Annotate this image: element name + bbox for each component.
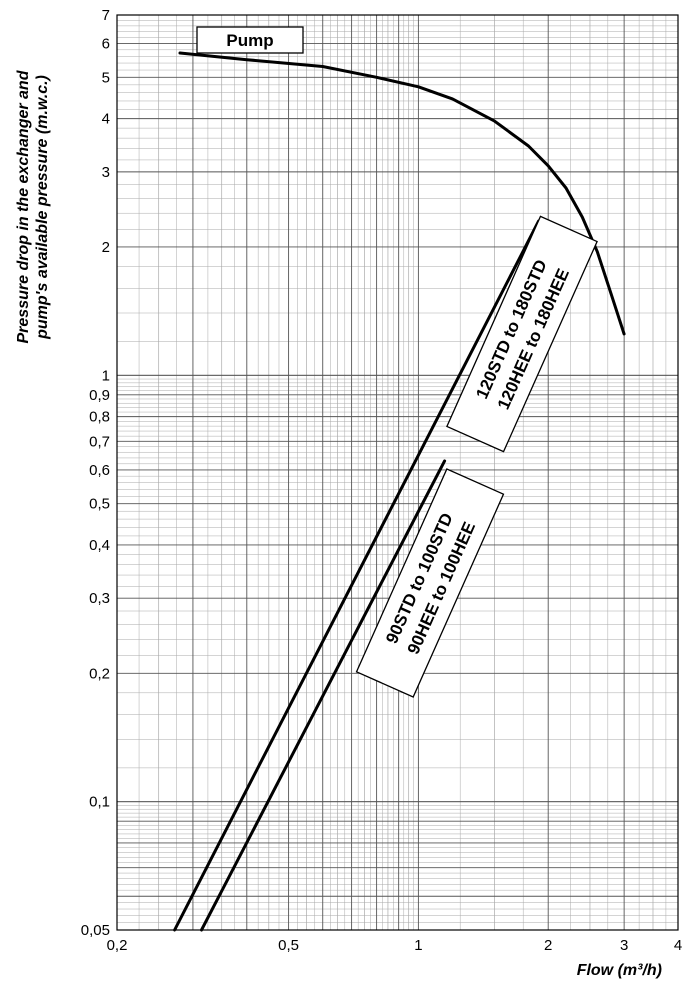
x-tick-labels: 0,2 0,5 1 2 3 4 — [107, 937, 682, 954]
x-tick-label: 2 — [544, 937, 552, 954]
x-tick-label: 0,5 — [278, 937, 299, 954]
exchanger-90-100-line — [200, 459, 447, 932]
label-box-frame — [196, 26, 304, 54]
label-box-frame — [446, 215, 598, 453]
y-tick-label: 3 — [102, 164, 110, 181]
y-tick-label: 5 — [102, 69, 110, 86]
series-label-box: Pump — [196, 26, 304, 54]
x-tick-label: 0,2 — [107, 937, 128, 954]
y-axis-label-line-1: Pressure drop in the exchanger and — [15, 69, 32, 343]
y-tick-label: 0,1 — [89, 794, 110, 811]
x-tick-label: 1 — [414, 937, 422, 954]
y-tick-label: 4 — [102, 111, 110, 128]
x-axis-label: Flow (m³/h) — [577, 962, 662, 979]
y-tick-label: 0,4 — [89, 537, 110, 554]
y-tick-label: 6 — [102, 36, 110, 53]
x-tick-label: 4 — [674, 937, 682, 954]
y-tick-label: 0,2 — [89, 665, 110, 682]
y-tick-label: 0,7 — [89, 433, 110, 450]
x-tick-label: 3 — [620, 937, 628, 954]
series-label-text: Pump — [226, 31, 273, 50]
y-tick-label: 7 — [102, 7, 110, 24]
y-tick-labels: 0,05 0,1 0,2 0,3 0,4 0,5 0,6 0,7 0,8 0,9 1 2 3 4 5 6 7 — [81, 7, 110, 939]
y-tick-label: 0,05 — [81, 922, 110, 939]
y-tick-label: 1 — [102, 367, 110, 384]
major-grid — [117, 15, 678, 930]
y-tick-label: 2 — [102, 239, 110, 256]
label-box-frame — [355, 468, 505, 698]
exchanger-120-180-line — [173, 219, 541, 932]
y-tick-label: 0,8 — [89, 409, 110, 426]
y-tick-label: 0,9 — [89, 387, 110, 404]
plot-frame — [116, 14, 679, 931]
y-tick-label: 0,5 — [89, 496, 110, 513]
y-axis-label-line-2: pump's available pressure (m.w.c.) — [34, 75, 51, 340]
minor-grid — [117, 15, 678, 930]
y-tick-label: 0,6 — [89, 462, 110, 479]
y-tick-label: 0,3 — [89, 590, 110, 607]
